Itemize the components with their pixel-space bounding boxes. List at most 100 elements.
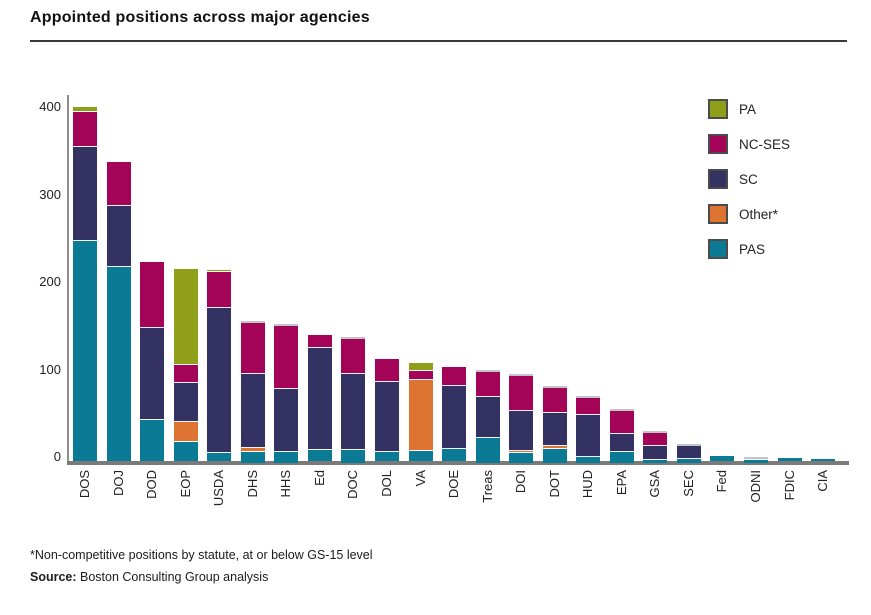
legend-item-NC-SES: NC-SES bbox=[708, 134, 790, 154]
bar-segment-PAS bbox=[676, 459, 701, 463]
bar-segment-PA bbox=[207, 269, 232, 273]
bar-segment-NC-SES bbox=[173, 364, 198, 384]
legend-item-PAS: PAS bbox=[708, 239, 765, 259]
bar-segment-NC-SES bbox=[374, 358, 399, 383]
source-label: Source: bbox=[30, 570, 77, 584]
bar-DOC bbox=[341, 336, 366, 463]
bar-CIA bbox=[811, 459, 836, 461]
bar-segment-SC bbox=[576, 414, 601, 457]
bar-segment-SC bbox=[341, 373, 366, 450]
legend-swatch-icon bbox=[708, 99, 728, 119]
x-tick-label-GSA: GSA bbox=[647, 470, 663, 498]
bar-DOS bbox=[73, 106, 97, 461]
y-tick-label: 100 bbox=[39, 361, 61, 377]
bar-DHS bbox=[240, 321, 265, 463]
bar-segment-PA bbox=[73, 106, 97, 113]
bar-segment-NC-SES bbox=[442, 366, 467, 386]
bar-segment-PAS bbox=[576, 456, 601, 463]
x-tick-label-HHS: HHS bbox=[278, 470, 294, 498]
x-tick-label-USDA: USDA bbox=[211, 470, 227, 507]
x-tick-label-ODNI: ODNI bbox=[748, 470, 763, 503]
legend-swatch-icon bbox=[708, 239, 728, 259]
y-tick-label: 400 bbox=[39, 99, 61, 115]
bar-segment-NC-SES bbox=[643, 433, 668, 446]
bar-segment-NC-SES bbox=[274, 325, 299, 389]
legend-swatch-icon bbox=[708, 134, 728, 154]
x-tick-label-DOS: DOS bbox=[77, 470, 92, 499]
bar-segment-PAS bbox=[408, 451, 433, 461]
bar-segment-NC-SES bbox=[73, 112, 97, 148]
bar-DOL bbox=[374, 358, 399, 461]
bar-segment-PAS bbox=[307, 450, 332, 461]
bar-segment-Other* bbox=[542, 446, 567, 449]
footnote: *Non-competitive positions by statute, a… bbox=[30, 548, 373, 562]
bar-segment-Other* bbox=[173, 421, 198, 442]
x-tick-label-Fed: Fed bbox=[714, 470, 730, 493]
bar-segment-PA bbox=[173, 268, 198, 365]
bar-segment-Other* bbox=[408, 379, 433, 452]
bar-segment-NC-SES bbox=[307, 335, 332, 349]
bar-segment-SC bbox=[207, 307, 232, 454]
bar-segment-PAS bbox=[475, 437, 500, 463]
x-tick-label-DOT: DOT bbox=[546, 470, 562, 498]
bar-Ed bbox=[307, 335, 332, 461]
bar-segment-SC bbox=[475, 397, 500, 438]
bar-DOE bbox=[442, 366, 467, 461]
bar-segment-NC-SES bbox=[609, 410, 634, 435]
bar-FDIC bbox=[777, 458, 802, 461]
bar-segment-PAS bbox=[106, 266, 131, 461]
x-tick-label-FDIC: FDIC bbox=[781, 470, 797, 501]
bar-VA bbox=[408, 363, 433, 461]
bar-segment-NC-SES bbox=[475, 372, 500, 398]
y-tick-label: 300 bbox=[39, 186, 61, 202]
bar-segment-SC bbox=[643, 445, 668, 461]
bar-segment-SC bbox=[307, 348, 332, 451]
bar-segment-SC bbox=[274, 388, 299, 452]
legend-label: PAS bbox=[739, 241, 766, 257]
bar-segment-SC bbox=[676, 445, 701, 460]
bar-segment-PAS bbox=[811, 459, 836, 461]
legend-label: SC bbox=[739, 171, 758, 187]
bar-segment-PAS bbox=[374, 452, 399, 461]
legend-label: Other* bbox=[739, 206, 779, 222]
x-tick-label-DHS: DHS bbox=[244, 470, 260, 498]
x-tick-label-DOJ: DOJ bbox=[110, 470, 126, 496]
bar-segment-SC bbox=[542, 413, 567, 447]
x-tick-label-DOC: DOC bbox=[345, 470, 361, 499]
bar-segment-PAS bbox=[643, 460, 668, 463]
legend-label: PA bbox=[739, 101, 757, 117]
bar-segment-PA bbox=[408, 363, 433, 371]
bar-EPA bbox=[609, 408, 634, 463]
bar-DOI bbox=[509, 373, 534, 463]
bar-segment-PAS bbox=[542, 448, 567, 463]
x-tick-label-HUD: HUD bbox=[580, 470, 596, 499]
chart-title: Appointed positions across major agencie… bbox=[30, 9, 370, 26]
bar-segment-SC bbox=[442, 385, 467, 449]
bar-segment-NC-SES bbox=[408, 370, 433, 380]
bar-segment-PAS bbox=[341, 449, 366, 463]
bar-segment-SC bbox=[173, 383, 198, 422]
bar-segment-SC bbox=[240, 373, 265, 449]
bar-Treas bbox=[475, 370, 500, 463]
bar-segment-PAS bbox=[73, 240, 97, 461]
bar-EOP bbox=[173, 268, 198, 461]
legend-swatch-icon bbox=[708, 204, 728, 224]
bar-DOT bbox=[542, 385, 567, 463]
x-tick-label-DOI: DOI bbox=[513, 470, 529, 494]
x-tick-label-Ed: Ed bbox=[311, 470, 327, 486]
bar-segment-NC-SES bbox=[207, 272, 232, 308]
bar-segment-NC-SES bbox=[341, 338, 366, 374]
legend-swatch-icon bbox=[708, 169, 728, 189]
x-tick-label-Treas: Treas bbox=[479, 470, 495, 503]
bar-DOJ bbox=[106, 161, 131, 461]
bar-segment-SC bbox=[744, 458, 768, 460]
y-tick-label: 200 bbox=[39, 274, 61, 290]
bar-DOD bbox=[140, 261, 165, 461]
bar-GSA bbox=[643, 431, 668, 463]
legend-label: NC-SES bbox=[739, 136, 791, 152]
title-rule bbox=[30, 40, 847, 42]
x-tick-label-SEC: SEC bbox=[680, 470, 696, 497]
bar-segment-NC-SES bbox=[509, 375, 534, 411]
y-tick-label: 0 bbox=[53, 449, 61, 464]
